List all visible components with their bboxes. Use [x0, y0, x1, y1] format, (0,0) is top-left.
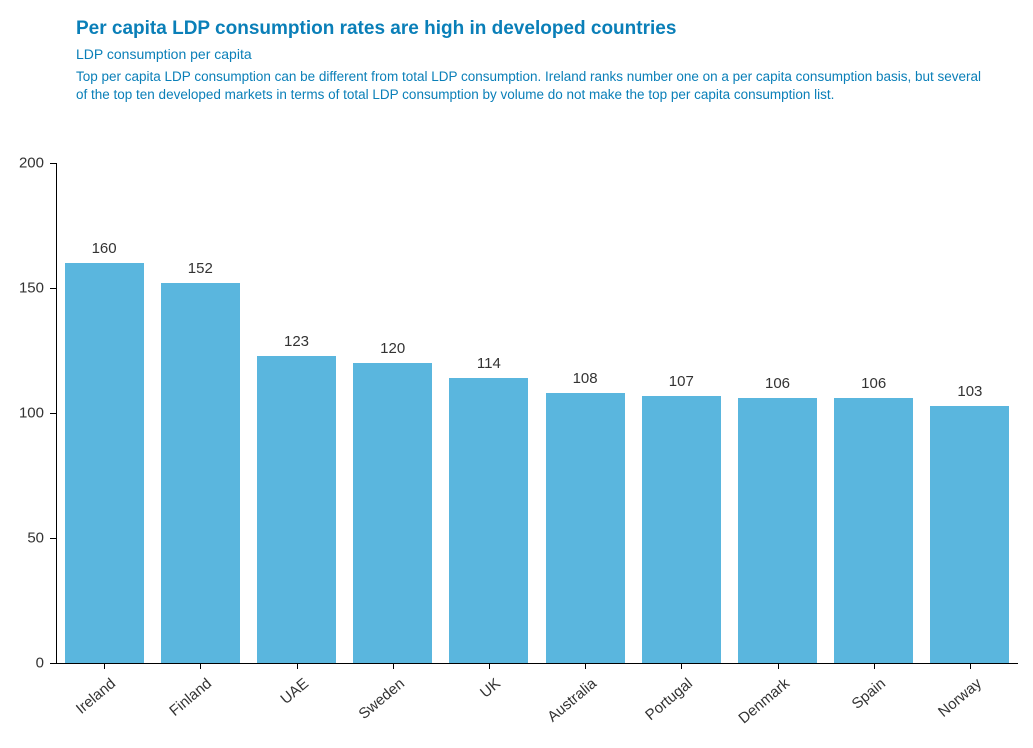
chart-subtitle: LDP consumption per capita	[76, 46, 1033, 62]
x-tick	[297, 663, 298, 669]
bar-value-label: 160	[92, 240, 117, 263]
x-tick-label: Finland	[167, 675, 216, 720]
y-tick-label: 0	[0, 655, 44, 672]
bar-chart: Litres per year 050100150200 160Ireland1…	[0, 155, 1033, 748]
bar-value-label: 103	[957, 383, 982, 406]
bar	[642, 396, 721, 664]
bar-value-label: 123	[284, 333, 309, 356]
plot-area	[56, 163, 1018, 663]
y-tick	[50, 288, 56, 289]
bar	[546, 393, 625, 663]
x-tick	[874, 663, 875, 669]
x-tick	[681, 663, 682, 669]
x-tick-label: Sweden	[355, 675, 407, 723]
x-tick-label: UK	[477, 675, 504, 701]
x-tick	[489, 663, 490, 669]
bar-value-label: 106	[765, 375, 790, 398]
bar-value-label: 108	[573, 370, 598, 393]
chart-description: Top per capita LDP consumption can be di…	[76, 68, 1033, 104]
x-tick-label: Denmark	[735, 675, 793, 727]
y-tick-label: 150	[0, 280, 44, 297]
x-tick	[200, 663, 201, 669]
x-tick-label: UAE	[277, 675, 312, 708]
chart-header: Per capita LDP consumption rates are hig…	[76, 18, 1033, 104]
bar-value-label: 114	[477, 355, 501, 378]
x-tick	[970, 663, 971, 669]
y-tick	[50, 163, 56, 164]
page-root: Per capita LDP consumption rates are hig…	[0, 0, 1033, 748]
bar-value-label: 107	[669, 373, 694, 396]
x-tick-label: Portugal	[642, 675, 696, 724]
y-tick-label: 50	[0, 530, 44, 547]
y-tick	[50, 413, 56, 414]
bars-container	[56, 163, 1018, 663]
x-tick-label: Norway	[935, 675, 985, 721]
y-tick-label: 100	[0, 405, 44, 422]
y-axis-line	[56, 163, 57, 663]
x-tick-label: Spain	[848, 675, 888, 713]
bar	[257, 356, 336, 664]
bar	[738, 398, 817, 663]
x-tick	[585, 663, 586, 669]
x-tick-label: Ireland	[73, 675, 119, 718]
bar-value-label: 152	[188, 260, 213, 283]
bar	[930, 406, 1009, 664]
chart-title: Per capita LDP consumption rates are hig…	[76, 18, 1033, 40]
bar	[65, 263, 144, 663]
x-tick	[104, 663, 105, 669]
x-tick	[393, 663, 394, 669]
bar	[834, 398, 913, 663]
x-tick-label: Australia	[544, 675, 600, 726]
bar-value-label: 120	[380, 340, 405, 363]
x-tick	[778, 663, 779, 669]
bar	[353, 363, 432, 663]
bar-value-label: 106	[861, 375, 886, 398]
y-tick	[50, 538, 56, 539]
bar	[161, 283, 240, 663]
y-tick-label: 200	[0, 155, 44, 172]
bar	[449, 378, 528, 663]
